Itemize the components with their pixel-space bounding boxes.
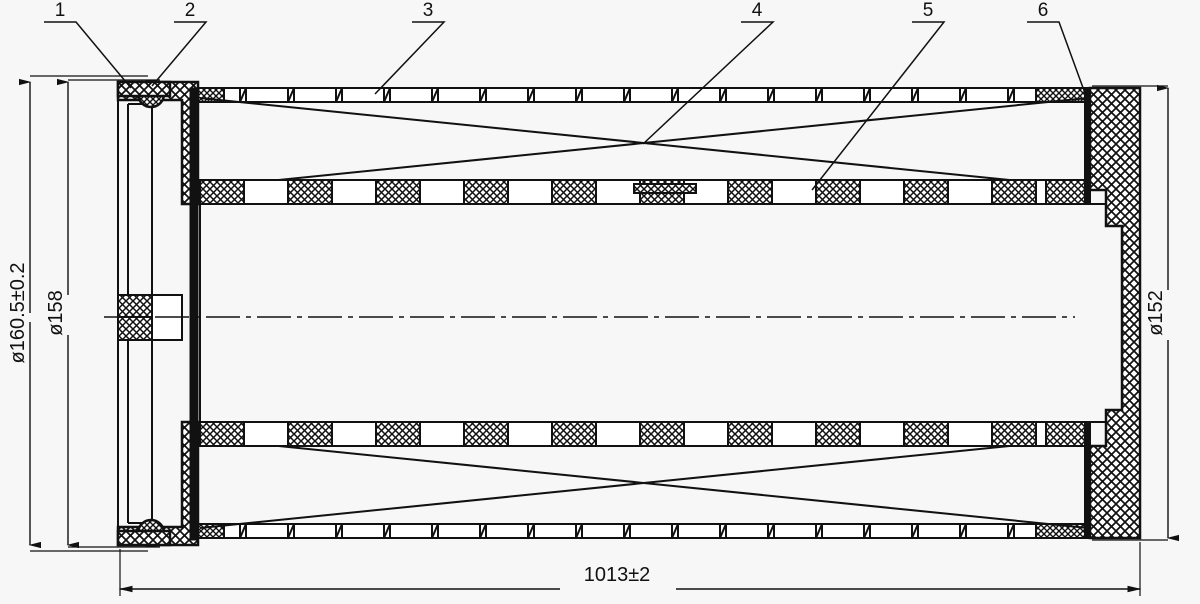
dimension-od-inner: ø158 — [45, 78, 160, 549]
dimension-od-right: ø152 — [1092, 84, 1180, 542]
callout-label-6: 6 — [1038, 0, 1049, 21]
inner-support-band-top — [199, 179, 1091, 205]
right-cap-step-outline — [1090, 203, 1107, 423]
outer-shell-top-hatch-marks — [239, 87, 1015, 103]
outer-shell-top — [197, 87, 1091, 103]
inner-chamber-outline — [199, 203, 1090, 423]
outer-shell-bottom-hatch-marks — [239, 523, 1015, 539]
dimension-label-od-inner: ø158 — [45, 290, 67, 336]
right-end-cap — [1084, 86, 1142, 540]
dimension-label-overall-length: 1013±2 — [584, 564, 651, 586]
dimension-od-tolerance: ø160.5±0.2 — [7, 75, 148, 552]
callout-leader-4 — [642, 21, 775, 145]
inner-support-band-bottom — [199, 421, 1091, 447]
callout-leader-1 — [44, 21, 132, 89]
dimension-layer: ø160.5±0.2 ø158 ø152 1013±2 — [7, 75, 1180, 596]
cap-rim-bottom — [116, 529, 172, 547]
callout-label-4: 4 — [752, 0, 763, 21]
callout-leader-3 — [374, 21, 446, 95]
callout-label-5: 5 — [923, 0, 934, 21]
callout-layer — [44, 21, 1087, 191]
cap-rim-top — [116, 80, 172, 98]
callout-label-2: 2 — [185, 0, 196, 21]
callout-leader-2 — [151, 21, 208, 87]
dimension-label-od-tolerance: ø160.5±0.2 — [7, 262, 29, 363]
right-cap-spine-top — [1084, 88, 1090, 204]
callout-label-1: 1 — [55, 0, 66, 21]
callout-labels: 1 2 3 4 5 6 — [55, 0, 1049, 21]
pleat-taper-lower — [199, 437, 1089, 529]
outer-shell-bottom — [197, 523, 1091, 539]
callout-leader-6 — [1027, 21, 1087, 97]
callout-leader-5 — [811, 21, 946, 191]
callout-label-3: 3 — [423, 0, 434, 21]
dimension-overall-length: 1013±2 — [118, 542, 1142, 596]
right-cap-spine-bottom — [1084, 422, 1090, 538]
left-cap-spine — [189, 87, 199, 541]
dimension-label-od-right: ø152 — [1145, 290, 1167, 336]
left-end-cap — [116, 79, 200, 548]
